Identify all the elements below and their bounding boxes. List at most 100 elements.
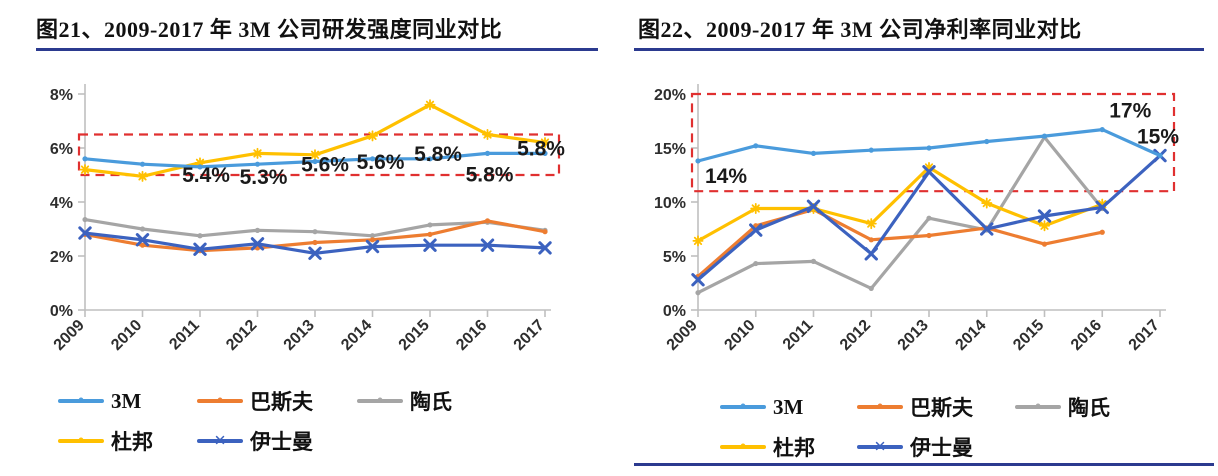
data-label: 5.8% bbox=[466, 163, 514, 186]
legend-label: 3M bbox=[111, 388, 142, 413]
data-point-marker-star bbox=[424, 99, 436, 111]
data-point-marker-dot bbox=[542, 229, 548, 235]
data-point-marker-dot bbox=[254, 227, 261, 233]
legend-swatch-line-icon: • bbox=[58, 433, 104, 449]
series-line bbox=[82, 216, 548, 239]
figure-22-plot: 0% 5% 10% 15% 20% 2009 2010 2011 2012 2013 2014 201… bbox=[654, 84, 1179, 354]
x-axis-tick-label: 2017 bbox=[511, 317, 548, 354]
data-point-marker-x bbox=[308, 246, 322, 260]
data-point-marker-dot bbox=[868, 237, 874, 243]
data-point-marker-dot bbox=[369, 237, 376, 243]
y-axis-tick-label: 10% bbox=[654, 195, 686, 212]
legend-item[interactable]: • 杜邦 bbox=[58, 426, 153, 456]
data-point-marker-star bbox=[1096, 198, 1108, 210]
data-point-marker-dot bbox=[810, 150, 817, 156]
legend-label: 伊士曼 bbox=[250, 430, 313, 454]
figure-22-chart: 0% 5% 10% 15% 20% 2009 2010 2011 2012 2013 2014 201… bbox=[620, 66, 1218, 386]
x-axis-tick-label: 2009 bbox=[664, 317, 701, 354]
figure-22-panel: 图22、2009-2017 年 3M 公司净利率同业对比 0% 5% 10% 15% 2… bbox=[620, 0, 1218, 476]
x-axis-tick-label: 2012 bbox=[837, 317, 874, 354]
x-axis-tick-label: 2014 bbox=[338, 317, 375, 354]
data-point-marker-dot bbox=[139, 226, 146, 232]
data-point-marker-dot bbox=[197, 164, 203, 170]
data-point-marker-star bbox=[252, 147, 263, 159]
data-point-marker-dot bbox=[868, 147, 874, 153]
data-point-marker-dot bbox=[926, 215, 932, 221]
data-point-marker-x bbox=[480, 238, 495, 252]
legend-label: 伊士曼 bbox=[910, 436, 973, 460]
x-axis-tick-label: 2016 bbox=[1068, 317, 1105, 354]
data-point-marker-dot bbox=[984, 138, 990, 145]
legend-item[interactable]: • 巴斯夫 bbox=[197, 386, 313, 416]
data-label: 5.3% bbox=[240, 166, 288, 189]
x-axis-tick-label: 2015 bbox=[1010, 317, 1047, 354]
y-axis-tick-label: 4% bbox=[50, 195, 73, 212]
legend-swatch-x-marker-icon: ✕ bbox=[197, 434, 243, 449]
legend-label: 陶氏 bbox=[1068, 396, 1110, 420]
figure-22-legend: • 3M • 巴斯夫 • 陶氏 • 杜邦 ✕ 伊士曼 bbox=[720, 392, 1110, 462]
data-point-marker-star bbox=[194, 157, 206, 169]
data-label: 15% bbox=[1137, 126, 1179, 149]
x-axis-tick-label: 2016 bbox=[453, 317, 490, 354]
legend-item[interactable]: • 杜邦 bbox=[720, 432, 815, 462]
data-point-marker-star bbox=[482, 129, 493, 140]
data-point-marker-star bbox=[367, 130, 378, 142]
figure-21-title-rule bbox=[36, 48, 598, 51]
data-point-marker-star bbox=[79, 164, 91, 176]
figure-21-chart: 0% 2% 4% 6% 8% 2009 2010 2011 2012 2013 2014 2015 20… bbox=[0, 66, 620, 386]
legend-label: 3M bbox=[773, 394, 804, 419]
series-line bbox=[695, 127, 1163, 164]
y-axis-tick-label: 0% bbox=[663, 303, 686, 320]
data-point-marker-star bbox=[309, 149, 321, 161]
y-axis-tick-label: 5% bbox=[663, 249, 686, 266]
legend-label: 杜邦 bbox=[773, 436, 815, 460]
data-point-marker-x bbox=[806, 199, 821, 214]
y-axis-tick-label: 8% bbox=[50, 87, 73, 104]
figure-21-panel: 图21、2009-2017 年 3M 公司研发强度同业对比 0% 2% 4% 6% 8%… bbox=[0, 17, 620, 456]
legend-item[interactable]: • 巴斯夫 bbox=[857, 392, 973, 422]
y-axis-tick-label: 6% bbox=[50, 141, 73, 158]
x-axis-tick-label: 2014 bbox=[952, 317, 989, 354]
data-point-marker-dot bbox=[695, 158, 701, 164]
data-label: 17% bbox=[1109, 100, 1151, 123]
data-label: 5.6% bbox=[301, 154, 349, 177]
data-point-marker-dot bbox=[254, 161, 261, 167]
data-point-marker-dot bbox=[1099, 127, 1105, 133]
data-label: 5.8% bbox=[517, 137, 565, 160]
highlight-dashed-box bbox=[77, 133, 561, 177]
data-point-marker-dot bbox=[484, 150, 491, 156]
data-point-marker-dot bbox=[1157, 152, 1163, 159]
data-point-marker-x bbox=[365, 239, 380, 254]
legend-swatch-x-marker-icon: ✕ bbox=[857, 440, 903, 455]
series-line bbox=[82, 218, 548, 254]
data-point-marker-star bbox=[137, 170, 148, 182]
legend-item[interactable]: ✕ 伊士曼 bbox=[197, 426, 313, 456]
legend-item[interactable]: • 陶氏 bbox=[1015, 392, 1110, 422]
data-point-marker-dot bbox=[82, 216, 88, 223]
legend-item[interactable]: • 陶氏 bbox=[357, 386, 452, 416]
legend-item[interactable]: • 3M bbox=[720, 395, 815, 420]
data-point-marker-dot bbox=[139, 242, 146, 248]
data-point-marker-x bbox=[749, 223, 763, 237]
series-line bbox=[82, 150, 548, 170]
data-point-marker-dot bbox=[926, 232, 932, 239]
data-point-marker-star bbox=[539, 137, 551, 149]
data-point-marker-x bbox=[193, 242, 207, 256]
data-point-marker-dot bbox=[369, 156, 376, 162]
data-point-marker-x bbox=[922, 165, 936, 179]
data-point-marker-star bbox=[692, 235, 704, 247]
legend-item[interactable]: ✕ 伊士曼 bbox=[857, 432, 973, 462]
data-point-marker-x bbox=[980, 222, 994, 236]
legend-item[interactable]: • 3M bbox=[58, 389, 153, 414]
data-point-marker-star bbox=[923, 161, 935, 173]
data-point-marker-dot bbox=[312, 158, 318, 165]
figure-22-title: 图22、2009-2017 年 3M 公司净利率同业对比 bbox=[638, 17, 1082, 42]
data-point-marker-x bbox=[864, 247, 878, 261]
data-point-marker-x bbox=[423, 238, 437, 252]
data-point-marker-dot bbox=[1041, 241, 1048, 247]
x-axis-tick-label: 2011 bbox=[166, 317, 203, 354]
legend-swatch-line-icon: • bbox=[197, 393, 243, 409]
data-point-marker-dot bbox=[542, 150, 548, 156]
data-point-marker-dot bbox=[753, 143, 759, 149]
data-label: 5.8% bbox=[414, 143, 462, 166]
